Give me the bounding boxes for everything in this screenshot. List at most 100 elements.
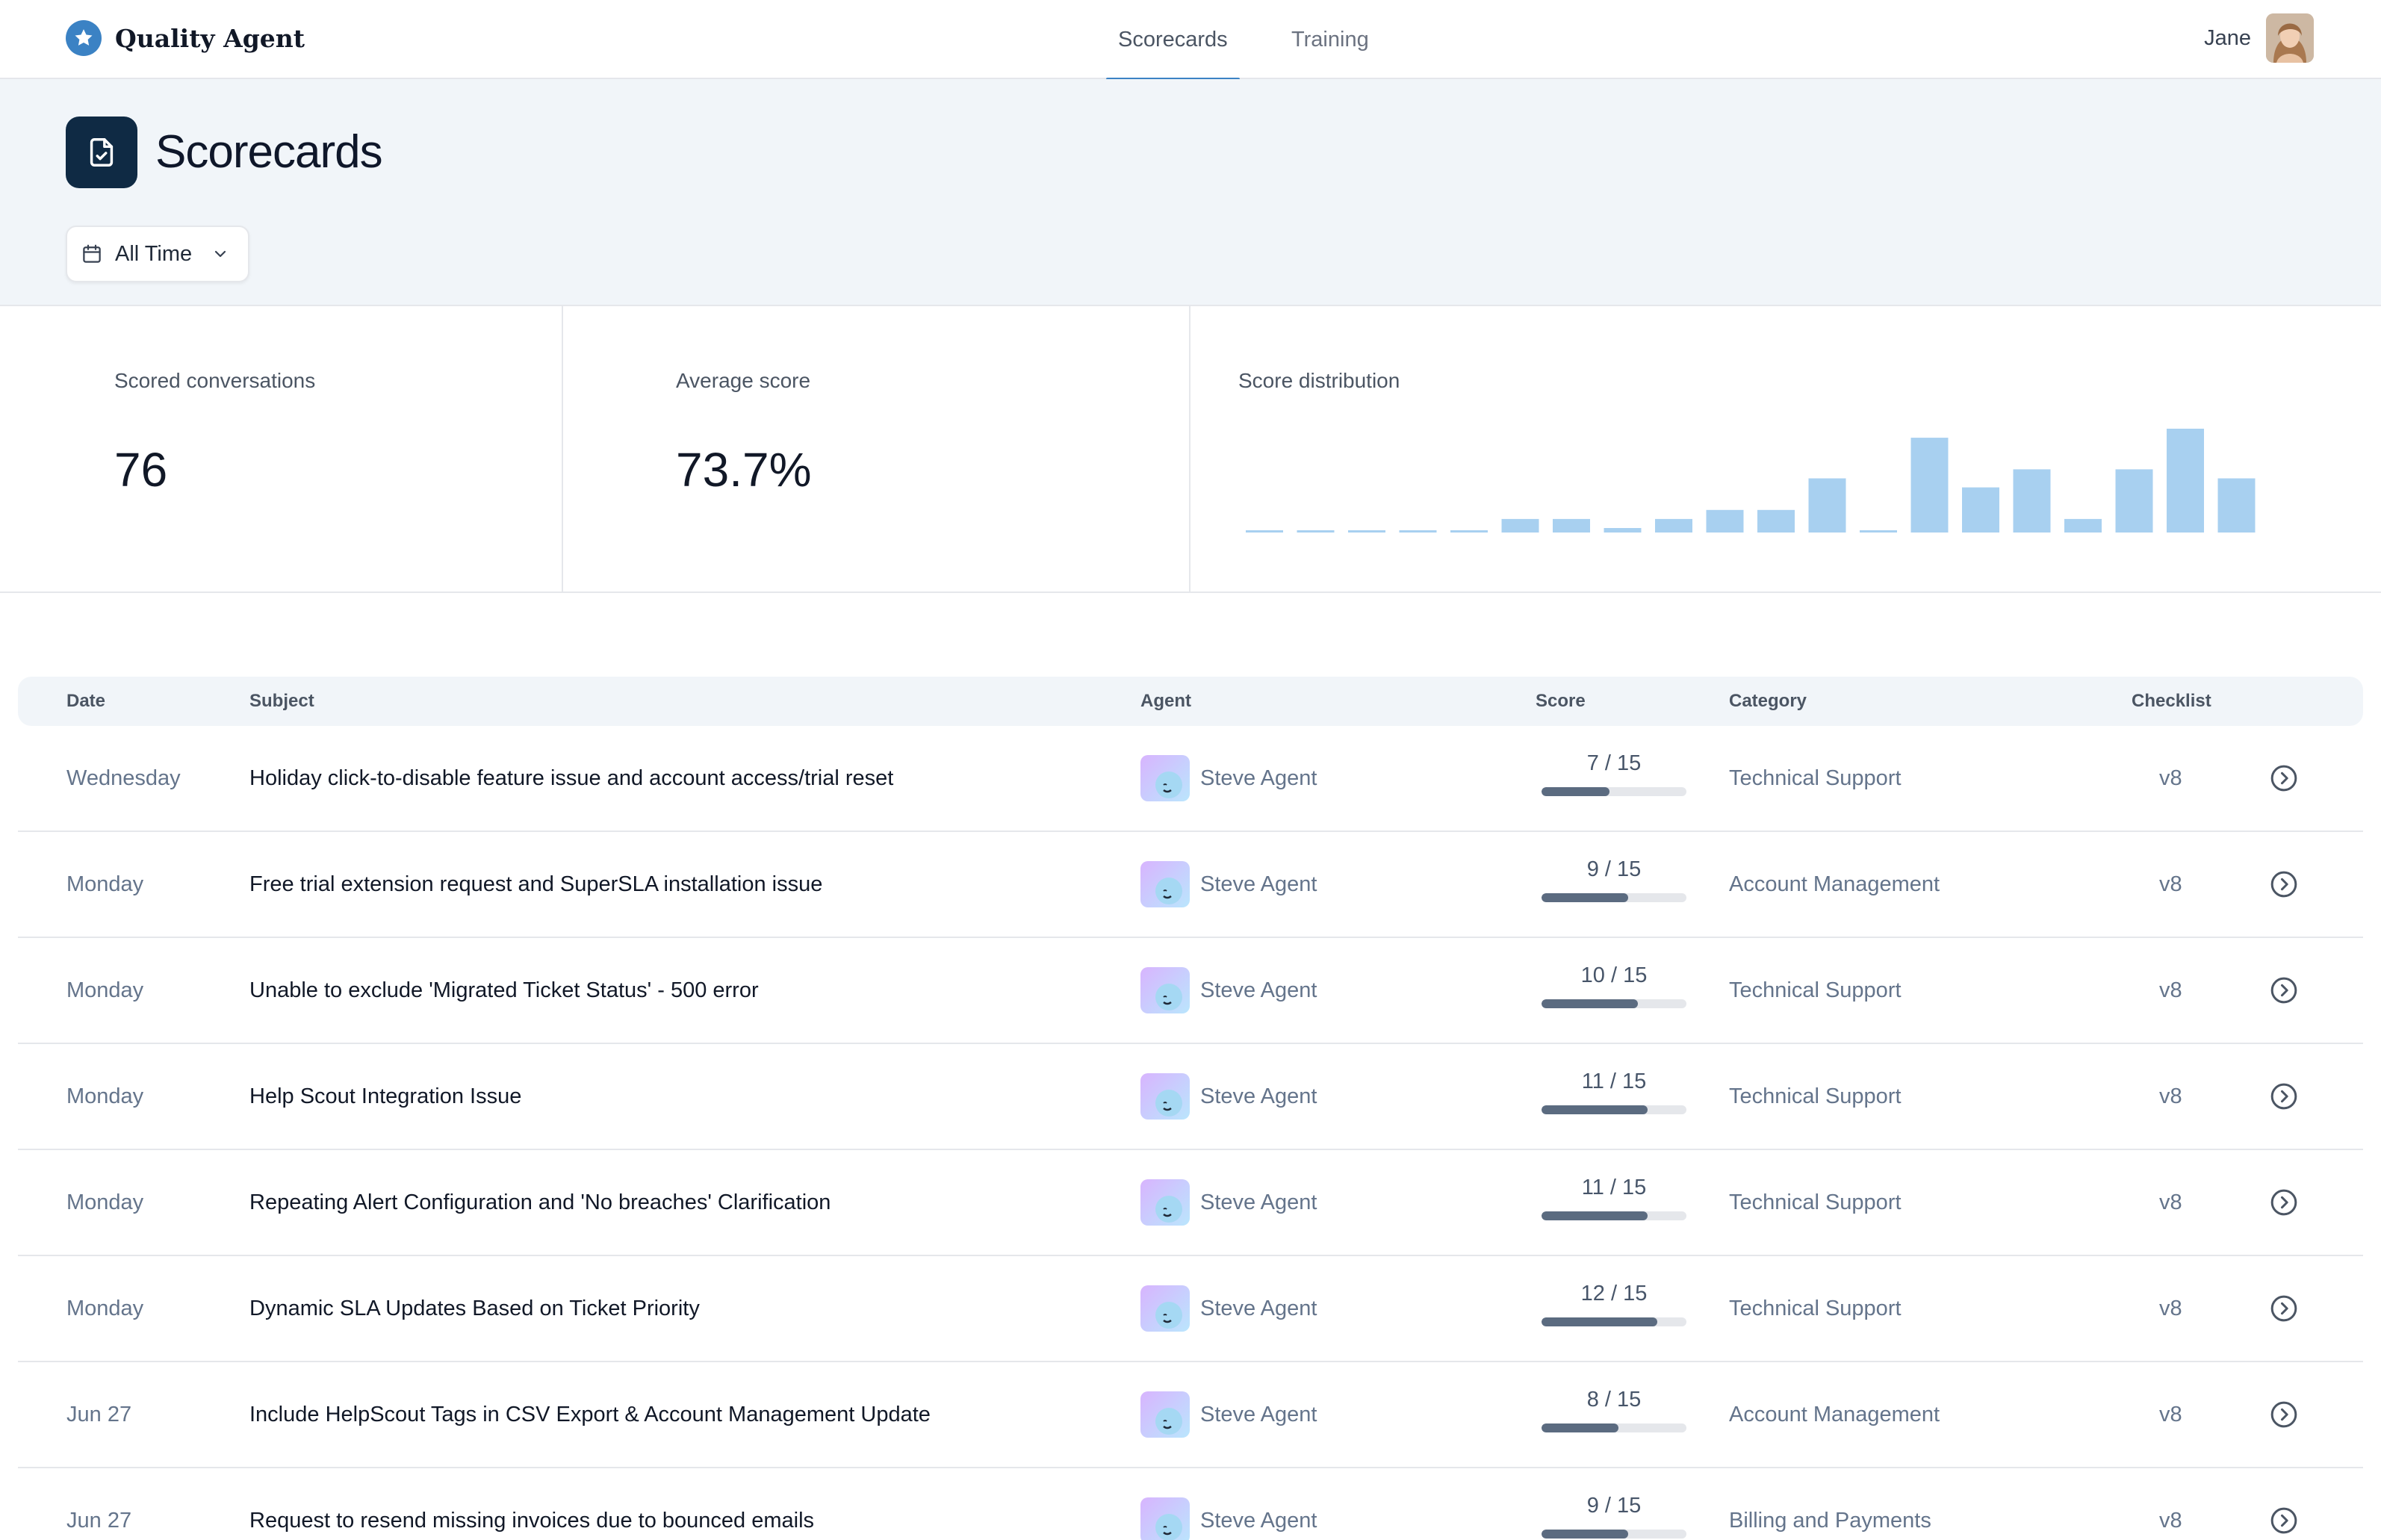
chevron-right-circle-icon bbox=[2269, 871, 2299, 902]
row-checklist: v8 bbox=[2159, 1190, 2182, 1214]
chevron-right-circle-icon bbox=[2269, 765, 2299, 796]
distribution-bar[interactable] bbox=[2217, 478, 2256, 533]
row-agent: Steve Agent bbox=[1140, 1044, 1317, 1149]
chevron-right-circle-icon bbox=[2269, 1507, 2299, 1539]
distribution-bar[interactable] bbox=[1553, 518, 1590, 533]
distribution-bar[interactable] bbox=[1962, 487, 1999, 533]
score-progress-fill bbox=[1542, 787, 1609, 796]
distribution-bar[interactable] bbox=[1860, 530, 1897, 533]
header-agent[interactable]: Agent bbox=[1140, 691, 1191, 711]
open-scorecard-button[interactable] bbox=[2269, 763, 2299, 793]
row-category: Account Management bbox=[1729, 872, 1940, 896]
distribution-bar[interactable] bbox=[1246, 530, 1283, 533]
distribution-bar[interactable] bbox=[2064, 518, 2102, 533]
open-scorecard-button[interactable] bbox=[2269, 1294, 2299, 1323]
distribution-bar[interactable] bbox=[1297, 530, 1335, 533]
header-checklist[interactable]: Checklist bbox=[2132, 691, 2211, 711]
row-score: 9 / 15 bbox=[1542, 1491, 1686, 1539]
row-subject[interactable]: Holiday click-to-disable feature issue a… bbox=[249, 766, 894, 790]
row-subject[interactable]: Include HelpScout Tags in CSV Export & A… bbox=[249, 1402, 931, 1426]
open-scorecard-button[interactable] bbox=[2269, 975, 2299, 1005]
calendar-icon bbox=[83, 244, 101, 263]
distribution-bar[interactable] bbox=[1450, 530, 1488, 533]
distribution-bar[interactable] bbox=[1501, 518, 1539, 533]
open-scorecard-button[interactable] bbox=[2269, 869, 2299, 899]
agent-avatar bbox=[1140, 1073, 1190, 1120]
chevron-right-circle-icon bbox=[2269, 1295, 2299, 1326]
row-date: Jun 27 bbox=[66, 1402, 132, 1426]
header-date[interactable]: Date bbox=[66, 691, 106, 711]
distribution-bar[interactable] bbox=[1757, 509, 1795, 533]
user-menu[interactable]: Jane bbox=[2204, 13, 2314, 63]
score-text: 10 / 15 bbox=[1580, 963, 1648, 987]
score-progress-bar bbox=[1542, 787, 1686, 796]
table-row[interactable]: Jun 27 Include HelpScout Tags in CSV Expo… bbox=[18, 1362, 2363, 1468]
row-date: Wednesday bbox=[66, 766, 181, 790]
chevron-right-circle-icon bbox=[2269, 1189, 2299, 1220]
row-checklist: v8 bbox=[2159, 978, 2182, 1002]
distribution-bar[interactable] bbox=[1655, 518, 1692, 533]
row-subject[interactable]: Help Scout Integration Issue bbox=[249, 1084, 522, 1108]
score-progress-fill bbox=[1542, 1105, 1648, 1114]
distribution-bar[interactable] bbox=[1808, 478, 1846, 533]
row-date: Monday bbox=[66, 978, 144, 1002]
table-row[interactable]: Wednesday Holiday click-to-disable featur… bbox=[18, 726, 2363, 832]
brand[interactable]: Quality Agent bbox=[66, 19, 305, 57]
distribution-bar[interactable] bbox=[1910, 438, 1949, 533]
agent-name: Steve Agent bbox=[1200, 766, 1317, 790]
open-scorecard-button[interactable] bbox=[2269, 1081, 2299, 1111]
agent-name: Steve Agent bbox=[1200, 978, 1317, 1002]
row-subject[interactable]: Request to resend missing invoices due t… bbox=[249, 1508, 815, 1533]
table-row[interactable]: Monday Help Scout Integration Issue Steve … bbox=[18, 1044, 2363, 1150]
row-subject[interactable]: Free trial extension request and SuperSL… bbox=[249, 872, 823, 896]
row-subject[interactable]: Repeating Alert Configuration and 'No br… bbox=[249, 1190, 831, 1214]
distribution-bar[interactable] bbox=[2115, 469, 2153, 533]
agent-name: Steve Agent bbox=[1200, 872, 1317, 896]
row-checklist: v8 bbox=[2159, 1508, 2182, 1533]
table-row[interactable]: Jun 27 Request to resend missing invoices… bbox=[18, 1468, 2363, 1540]
distribution-bar[interactable] bbox=[1399, 530, 1437, 533]
header-category[interactable]: Category bbox=[1729, 691, 1807, 711]
score-distribution-chart bbox=[1246, 429, 2256, 533]
row-agent: Steve Agent bbox=[1140, 1468, 1317, 1540]
agent-name: Steve Agent bbox=[1200, 1508, 1317, 1533]
table-row[interactable]: Monday Free trial extension request and S… bbox=[18, 832, 2363, 938]
date-range-dropdown[interactable]: All Time bbox=[66, 226, 249, 282]
header-subject[interactable]: Subject bbox=[249, 691, 314, 711]
row-date: Monday bbox=[66, 1084, 144, 1108]
distribution-bar[interactable] bbox=[1604, 528, 1642, 533]
row-checklist: v8 bbox=[2159, 1296, 2182, 1320]
table-row[interactable]: Monday Dynamic SLA Updates Based on Ticke… bbox=[18, 1256, 2363, 1362]
stat-scored-conversations: Scored conversations 76 bbox=[0, 306, 563, 593]
score-text: 9 / 15 bbox=[1586, 1494, 1642, 1518]
distribution-bar[interactable] bbox=[1706, 509, 1744, 533]
table-header: Date Subject Agent Score Category Checkl… bbox=[18, 677, 2363, 726]
row-agent: Steve Agent bbox=[1140, 726, 1317, 830]
row-score: 11 / 15 bbox=[1542, 1066, 1686, 1114]
table-row[interactable]: Monday Unable to exclude 'Migrated Ticket… bbox=[18, 938, 2363, 1044]
tab-training[interactable]: Training bbox=[1291, 0, 1369, 79]
row-score: 12 / 15 bbox=[1542, 1279, 1686, 1326]
score-progress-bar bbox=[1542, 999, 1686, 1008]
row-subject[interactable]: Dynamic SLA Updates Based on Ticket Prio… bbox=[249, 1296, 700, 1320]
score-text: 11 / 15 bbox=[1581, 1069, 1647, 1093]
open-scorecard-button[interactable] bbox=[2269, 1187, 2299, 1217]
header-score[interactable]: Score bbox=[1536, 691, 1586, 711]
stats-panel: Scored conversations 76 Average score 73… bbox=[0, 306, 2381, 593]
row-score: 9 / 15 bbox=[1542, 854, 1686, 902]
open-scorecard-button[interactable] bbox=[2269, 1506, 2299, 1536]
chevron-right-circle-icon bbox=[2269, 1083, 2299, 1114]
distribution-bar[interactable] bbox=[1348, 530, 1385, 533]
table-row[interactable]: Monday Repeating Alert Configuration and … bbox=[18, 1150, 2363, 1256]
agent-name: Steve Agent bbox=[1200, 1084, 1317, 1108]
open-scorecard-button[interactable] bbox=[2269, 1400, 2299, 1429]
distribution-bar[interactable] bbox=[2013, 469, 2051, 533]
distribution-bar[interactable] bbox=[2167, 429, 2204, 533]
score-text: 11 / 15 bbox=[1581, 1176, 1647, 1199]
tab-scorecards[interactable]: Scorecards bbox=[1106, 0, 1240, 81]
score-text: 12 / 15 bbox=[1580, 1282, 1648, 1305]
agent-name: Steve Agent bbox=[1200, 1190, 1317, 1214]
row-date: Monday bbox=[66, 872, 144, 896]
row-subject[interactable]: Unable to exclude 'Migrated Ticket Statu… bbox=[249, 978, 759, 1002]
avatar[interactable] bbox=[2266, 13, 2314, 63]
